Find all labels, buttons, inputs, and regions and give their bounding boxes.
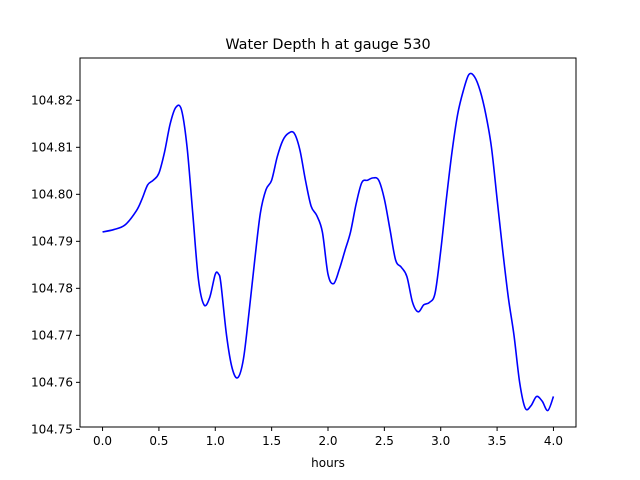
y-tick-label: 104.79 bbox=[31, 234, 73, 248]
x-tick-label: 1.5 bbox=[262, 434, 281, 448]
x-tick-label: 4.0 bbox=[544, 434, 563, 448]
y-tick-label: 104.77 bbox=[31, 328, 73, 342]
x-tick-label: 2.0 bbox=[318, 434, 337, 448]
y-tick-label: 104.82 bbox=[31, 93, 73, 107]
x-tick-label: 3.0 bbox=[431, 434, 450, 448]
y-tick-label: 104.76 bbox=[31, 375, 73, 389]
chart-title: Water Depth h at gauge 530 bbox=[225, 37, 430, 53]
y-axis-ticks: 104.75 104.76 104.77 104.78 104.79 104.80 104.… bbox=[31, 93, 80, 436]
y-tick-label: 104.78 bbox=[31, 281, 73, 295]
y-tick-label: 104.75 bbox=[31, 422, 73, 436]
x-tick-label: 0.5 bbox=[149, 434, 168, 448]
plot-area-frame bbox=[79, 57, 577, 428]
x-axis-label: hours bbox=[311, 456, 345, 470]
y-tick-label: 104.80 bbox=[31, 187, 73, 201]
x-axis-ticks: 0.0 0.5 1.0 1.5 2.0 2.5 3.0 3.5 4.0 bbox=[93, 427, 563, 448]
x-tick-label: 1.0 bbox=[206, 434, 225, 448]
x-tick-label: 2.5 bbox=[375, 434, 394, 448]
y-tick-label: 104.81 bbox=[31, 140, 73, 154]
x-tick-label: 3.5 bbox=[488, 434, 507, 448]
series-layer bbox=[102, 72, 555, 412]
water-depth-series-line bbox=[102, 72, 555, 412]
x-tick-label: 0.0 bbox=[93, 434, 112, 448]
